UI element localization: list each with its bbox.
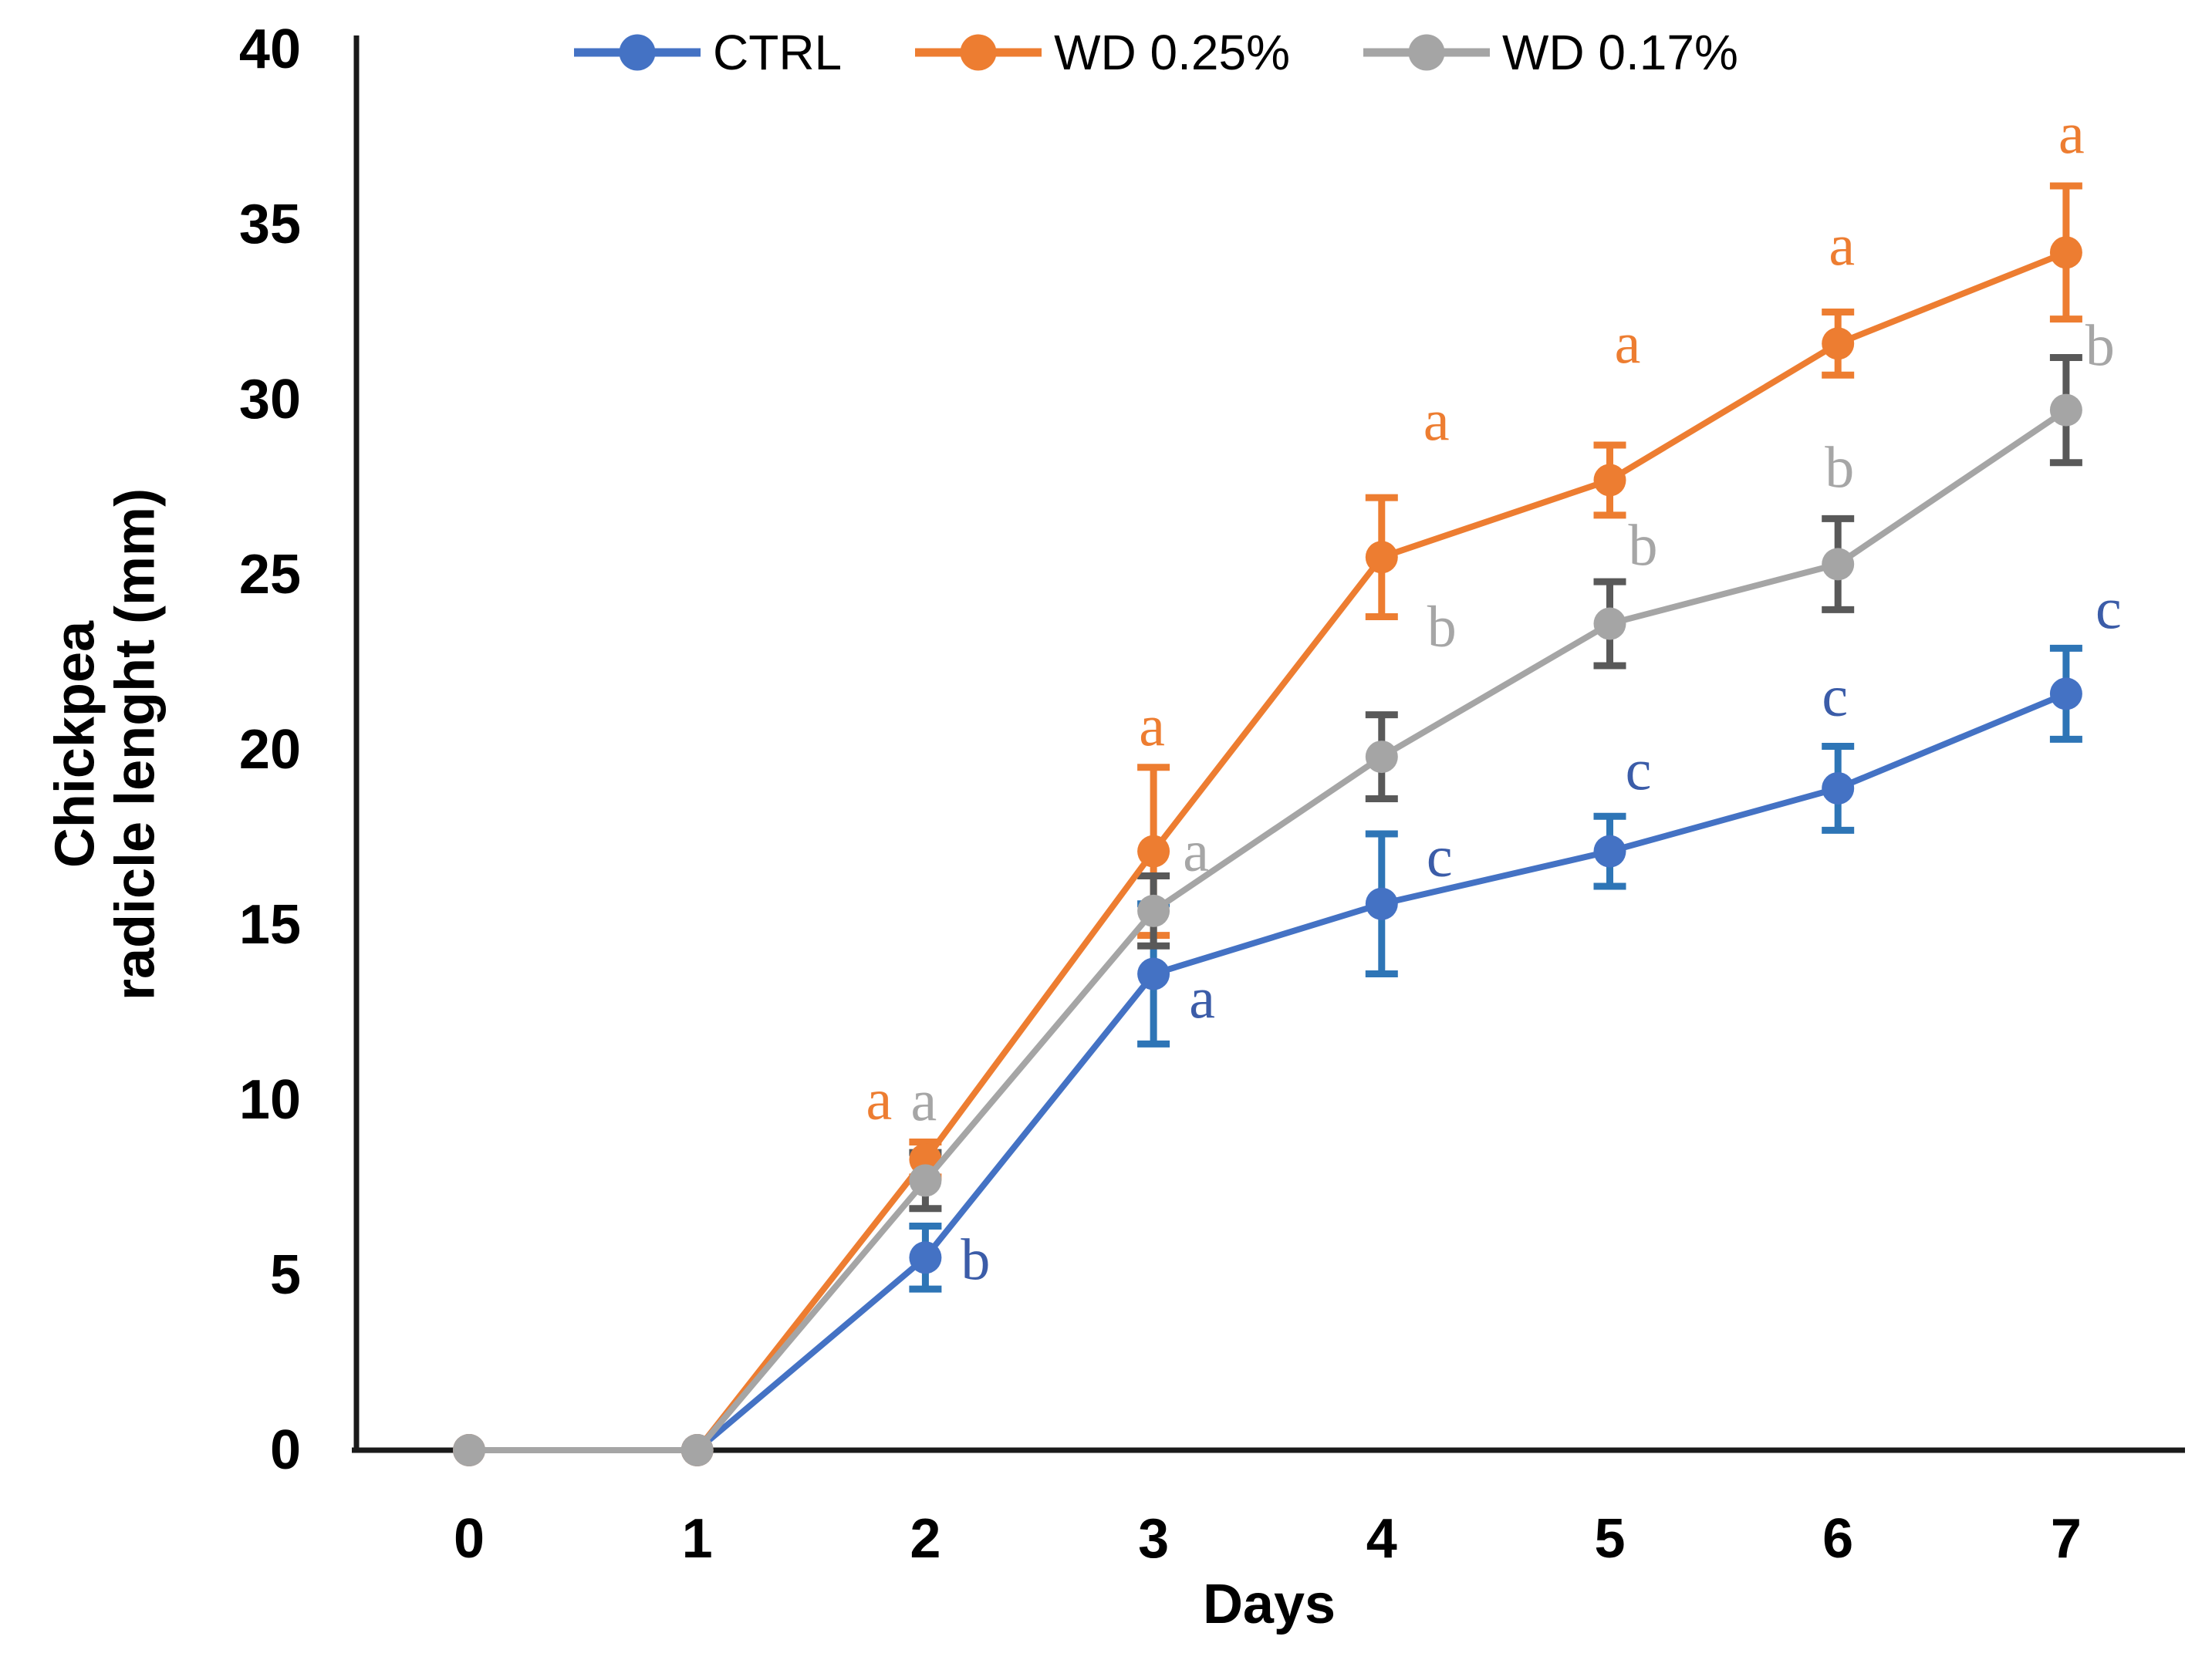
data-point-WD0.17-day3 (1137, 894, 1170, 927)
sig-letter-CTRL-day5: c (1626, 738, 1652, 803)
sig-letter-WD0.17-day5: b (1629, 514, 1658, 579)
legend-item-wd017: WD 0.17% (1363, 24, 1738, 81)
legend-label-wd025: WD 0.25% (1054, 25, 1290, 80)
series-line-WD0.25 (469, 249, 2068, 1453)
y-tick-label-30: 30 (239, 369, 301, 430)
y-tick-label-40: 40 (239, 19, 301, 80)
y-tick-label-0: 0 (270, 1419, 301, 1481)
data-point-WD0.17-day6 (1822, 548, 1855, 581)
y-tick-label-35: 35 (239, 194, 301, 255)
data-point-WD0.25-day3 (1137, 835, 1170, 868)
data-point-WD0.17-day4 (1365, 741, 1398, 774)
legend-marker-wd025-icon (915, 33, 1042, 72)
x-tick-label-5: 5 (1594, 1508, 1625, 1570)
data-point-CTRL-day7 (2049, 677, 2082, 710)
x-tick-label-7: 7 (2051, 1508, 2082, 1570)
y-tick-label-20: 20 (239, 719, 301, 781)
sig-letter-WD0.17-day4: b (1427, 595, 1457, 660)
data-point-WD0.17-day0 (453, 1434, 485, 1466)
sig-letter-WD0.17-day2: a (911, 1068, 937, 1133)
y-axis-title: Chickpea radicle lenght (mm) (44, 488, 166, 1001)
sig-letter-WD0.25-day3: a (1139, 694, 1165, 759)
data-point-CTRL-day4 (1365, 887, 1398, 920)
data-point-WD0.25-day5 (1593, 464, 1626, 497)
legend: CTRL WD 0.25% WD 0.17% (574, 24, 1738, 81)
legend-marker-ctrl-icon (574, 33, 701, 72)
data-point-WD0.17-day7 (2049, 393, 2082, 427)
sig-letter-CTRL-day7: c (2095, 576, 2122, 641)
legend-label-ctrl: CTRL (713, 25, 843, 80)
data-point-WD0.25-day6 (1822, 327, 1855, 360)
x-axis-title: Days (1202, 1574, 1336, 1635)
series-line-CTRL (469, 690, 2068, 1453)
data-point-WD0.25-day7 (2049, 236, 2082, 269)
sig-letter-CTRL-day6: c (1822, 664, 1848, 729)
y-tick-label-15: 15 (239, 894, 301, 956)
sig-letter-WD0.17-day7: b (2085, 314, 2115, 379)
y-axis-title-line2: radicle lenght (mm) (104, 488, 166, 1001)
sig-letter-WD0.25-day4: a (1423, 388, 1450, 453)
x-tick-label-2: 2 (910, 1508, 941, 1570)
data-point-CTRL-day5 (1593, 835, 1626, 868)
sig-letter-CTRL-day3: a (1189, 967, 1215, 1031)
data-point-WD0.25-day4 (1365, 541, 1398, 574)
sig-letter-WD0.25-day7: a (2058, 101, 2085, 166)
data-point-WD0.17-day2 (909, 1164, 942, 1197)
sig-letter-WD0.25-day2: a (866, 1068, 893, 1132)
data-point-CTRL-day6 (1822, 771, 1855, 805)
sig-letter-WD0.17-day6: b (1825, 435, 1854, 500)
sig-letter-CTRL-day2: b (961, 1227, 990, 1292)
data-point-CTRL-day2 (909, 1241, 942, 1274)
sig-letter-WD0.17-day3: a (1183, 819, 1209, 884)
legend-marker-wd017-icon (1363, 33, 1490, 72)
x-tick-label-1: 1 (682, 1508, 713, 1570)
y-axis-title-line1: Chickpea (44, 620, 106, 869)
data-point-WD0.17-day1 (680, 1434, 714, 1466)
x-tick-label-3: 3 (1138, 1508, 1169, 1570)
series-line-WD0.17 (469, 407, 2068, 1453)
y-tick-label-5: 5 (270, 1244, 301, 1306)
legend-item-wd025: WD 0.25% (915, 24, 1290, 81)
sig-letter-WD0.25-day6: a (1829, 213, 1855, 278)
y-tick-label-10: 10 (239, 1069, 301, 1131)
data-point-WD0.17-day5 (1593, 607, 1626, 640)
sig-letter-CTRL-day4: c (1427, 825, 1453, 889)
x-tick-label-6: 6 (1822, 1508, 1853, 1570)
y-tick-label-25: 25 (239, 544, 301, 606)
x-tick-label-4: 4 (1366, 1508, 1397, 1570)
sig-letter-WD0.25-day5: a (1615, 311, 1641, 376)
legend-label-wd017: WD 0.17% (1502, 25, 1738, 80)
x-tick-label-0: 0 (454, 1508, 485, 1570)
data-point-CTRL-day3 (1137, 957, 1170, 990)
legend-item-ctrl: CTRL (574, 24, 842, 81)
